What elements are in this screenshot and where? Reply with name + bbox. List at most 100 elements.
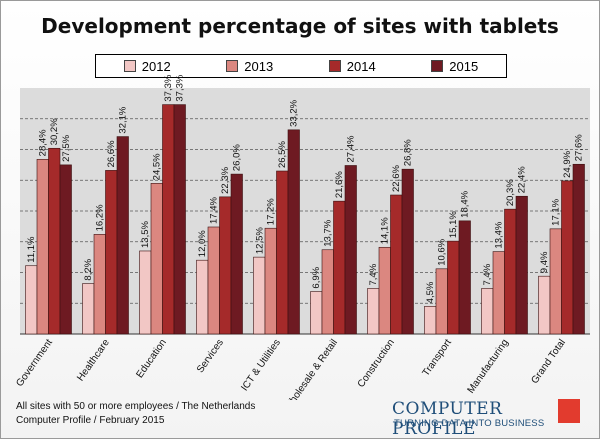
data-label: 27,5% (61, 134, 72, 161)
legend-swatch (328, 60, 341, 72)
bar (572, 163, 585, 335)
bar (390, 194, 403, 335)
legend-swatch (226, 60, 239, 72)
data-label: 12,5% (254, 227, 265, 254)
data-label: 14,1% (380, 217, 391, 244)
legend-label: 2014 (346, 58, 376, 74)
bar (458, 220, 471, 335)
category-label: Transport (421, 337, 454, 378)
chart-legend: 2012 2013 2014 2015 (95, 54, 507, 78)
footer-line-2: Computer Profile / February 2015 (16, 415, 165, 426)
legend-item-2014: 2014 (328, 58, 376, 74)
data-label: 17,1% (551, 198, 562, 225)
data-label: 12,0% (197, 230, 208, 257)
category-label: Services (195, 337, 226, 375)
data-label: 17,2% (266, 198, 277, 225)
data-label: 30,2% (49, 118, 60, 145)
bar (321, 249, 334, 335)
legend-item-2015: 2015 (431, 59, 478, 74)
category-label: ICT & Utilities (239, 337, 283, 393)
chart-title: Development percentage of sites with tab… (41, 14, 559, 38)
footer-line-1: All sites with 50 or more employees / Th… (16, 401, 256, 412)
category-label: Government (14, 337, 55, 389)
bar (253, 256, 266, 335)
category-label: Construction (356, 337, 397, 389)
legend-swatch (431, 60, 444, 72)
category-label: Manufacturing (466, 337, 511, 395)
data-label: 28,4% (38, 129, 49, 156)
bar (515, 195, 528, 335)
data-label: 26,6% (106, 140, 117, 167)
data-label: 16,2% (95, 204, 106, 231)
category-label: Healthcare (75, 337, 112, 383)
bar (25, 265, 38, 335)
bar (344, 165, 357, 335)
bar (538, 275, 551, 335)
legend-item-2013: 2013 (226, 59, 273, 74)
data-label: 22,4% (517, 166, 528, 193)
bar (264, 227, 277, 335)
logo-mark (558, 399, 580, 423)
bar (310, 291, 323, 335)
data-label: 33,2% (289, 99, 300, 126)
data-label: 8,2% (83, 258, 94, 280)
data-label: 13,4% (494, 221, 505, 248)
legend-item-2012: 2012 (123, 58, 171, 74)
bar (116, 136, 129, 335)
data-label: 32,1% (118, 106, 129, 133)
bar-chart: 11,1% 28,4% 30,2%27,5% Government 8,2% 16,2% 2… (14, 74, 590, 400)
data-label: 20,3% (505, 179, 516, 206)
data-label: 11,1% (26, 236, 37, 263)
bar (196, 259, 209, 335)
bar (139, 250, 152, 335)
bar (561, 180, 574, 335)
data-label: 13,5% (140, 220, 151, 247)
data-label: 22,6% (391, 165, 402, 192)
footer-note: All sites with 50 or more employees / Th… (16, 400, 255, 428)
legend-label: 2013 (244, 58, 274, 74)
data-label: 26,0% (232, 144, 243, 171)
legend-label: 2015 (449, 58, 479, 74)
legend-swatch (123, 60, 136, 72)
bar (276, 170, 289, 335)
category-label: Grand Total (529, 337, 568, 386)
data-label: 27,4% (346, 135, 357, 162)
data-label: 24,9% (562, 150, 573, 177)
data-label: 26,8% (403, 139, 414, 166)
bar (401, 168, 414, 335)
company-logo: COMPUTER PROFILE TURNING DATA INTO BUSIN… (392, 399, 588, 439)
bar (549, 228, 562, 335)
bar (481, 288, 494, 335)
data-label: 6,9% (311, 266, 322, 288)
bar (48, 147, 61, 335)
data-label: 22,3% (220, 166, 231, 193)
bar (36, 159, 49, 335)
bar (105, 170, 118, 335)
bar (447, 240, 460, 335)
bar (424, 306, 437, 335)
data-label: 9,4% (539, 251, 550, 273)
category-label: Education (134, 337, 169, 380)
bar (230, 173, 243, 335)
data-label: 37,3% (163, 74, 174, 101)
bar (219, 196, 232, 335)
logo-tagline: TURNING DATA INTO BUSINESS (394, 418, 545, 429)
bar (504, 208, 517, 335)
bar (207, 226, 220, 335)
category-label: Wholesale & Retail (282, 337, 339, 400)
logo-name: COMPUTER PROFILE (392, 399, 503, 439)
data-label: 7,4% (368, 263, 379, 285)
legend-label: 2012 (141, 58, 171, 74)
data-label: 26,5% (277, 141, 288, 168)
data-label: 10,6% (437, 238, 448, 265)
data-label: 18,4% (460, 190, 471, 217)
data-label: 17,4% (209, 197, 220, 224)
bar (173, 104, 186, 335)
data-label: 37,3% (175, 74, 186, 101)
data-label: 7,4% (482, 263, 493, 285)
bar (82, 283, 95, 335)
data-label: 24,5% (152, 153, 163, 180)
bar (162, 104, 175, 335)
bar (59, 164, 72, 335)
bar (150, 183, 163, 335)
